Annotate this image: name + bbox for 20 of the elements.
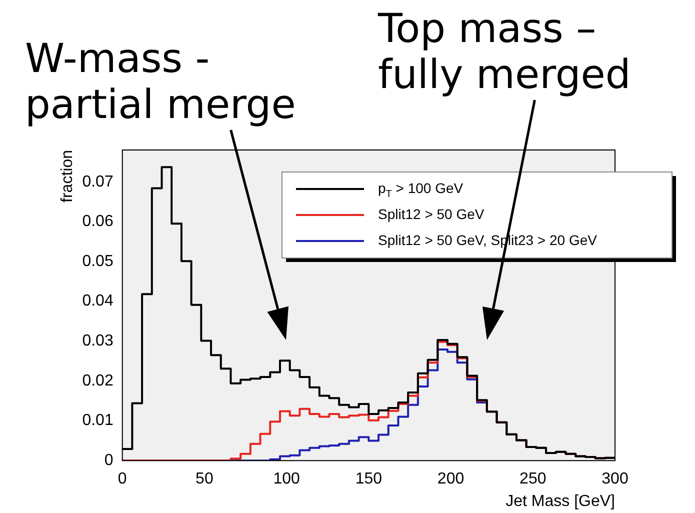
- x-tick-label: 100: [273, 470, 300, 488]
- y-tick-label: 0.04: [82, 292, 114, 310]
- x-tick-label: 250: [520, 470, 546, 488]
- y-axis-title: fraction: [59, 150, 76, 202]
- y-tick-label: 0.02: [82, 372, 114, 390]
- legend-label: Split12 > 50 GeV: [378, 206, 485, 222]
- y-tick-label: 0: [104, 452, 114, 470]
- text: Top mass – fully merged: [378, 6, 631, 98]
- x-tick-label: 0: [118, 470, 127, 488]
- x-tick-label: 200: [437, 470, 464, 488]
- x-tick-label: 150: [355, 470, 382, 488]
- x-axis-title: Jet Mass [GeV]: [506, 492, 615, 510]
- text: W-mass - partial merge: [25, 36, 296, 128]
- y-tick-label: 0.01: [82, 412, 114, 430]
- y-tick-label: 0.06: [82, 213, 114, 230]
- y-tick-label: 0.07: [82, 173, 114, 190]
- y-tick-label: 0.05: [82, 252, 114, 270]
- x-tick-label: 300: [602, 470, 628, 488]
- x-tick-label: 50: [196, 470, 214, 488]
- y-tick-label: 0.03: [82, 332, 114, 350]
